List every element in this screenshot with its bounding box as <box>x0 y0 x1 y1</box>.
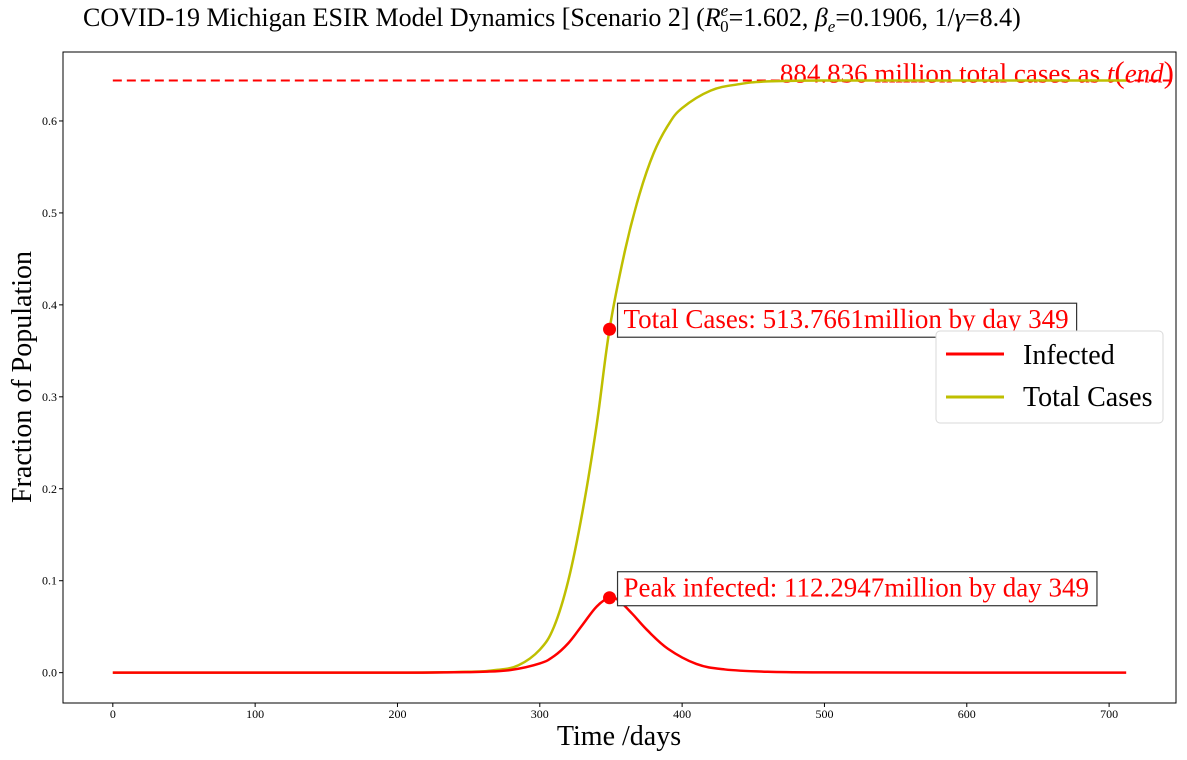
peak-infected-annotation-box <box>616 571 1098 607</box>
x-tick-label: 600 <box>958 707 976 721</box>
chart-title: COVID-19 Michigan ESIR Model Dynamics [S… <box>83 1 1021 36</box>
x-tick-label: 500 <box>815 707 833 721</box>
x-tick-label: 300 <box>531 707 549 721</box>
y-tick-label: 0.3 <box>42 390 57 404</box>
chart-title-main: COVID-19 Michigan ESIR Model Dynamics [S… <box>83 3 690 32</box>
legend-infected-label: Infected <box>1023 340 1115 371</box>
legend: Infected Total Cases <box>935 330 1164 424</box>
reference-line-label: 884.836 million total cases as t(end) <box>780 55 1174 90</box>
x-axis-ticks: 0 100 200 300 400 500 600 700 <box>110 703 1118 721</box>
legend-total-cases-label: Total Cases <box>1023 382 1152 413</box>
x-tick-label: 100 <box>246 707 264 721</box>
x-axis-label: Time /days <box>557 721 681 752</box>
y-tick-label: 0.4 <box>42 298 57 312</box>
y-tick-label: 0.1 <box>42 574 57 588</box>
x-tick-label: 400 <box>673 707 691 721</box>
plot-frame <box>62 51 1177 704</box>
y-tick-label: 0.0 <box>42 666 57 680</box>
peak-infected-annotation: Peak infected: 112.2947million by day 34… <box>624 573 1089 603</box>
y-tick-label: 0.2 <box>42 482 57 496</box>
y-tick-label: 0.5 <box>42 206 57 220</box>
y-tick-label: 0.6 <box>42 114 57 128</box>
x-tick-label: 0 <box>110 707 116 721</box>
total-cases-annotation: Total Cases: 513.7661million by day 349 <box>624 304 1069 334</box>
series-line-infected <box>112 595 1127 674</box>
x-tick-label: 200 <box>388 707 406 721</box>
peak-infected-marker <box>603 591 617 605</box>
y-axis-label: Fraction of Population <box>7 251 38 503</box>
annotations-layer: Total Cases: 513.7661million by day 349 … <box>603 302 1098 607</box>
x-tick-label: 700 <box>1100 707 1118 721</box>
total-cases-marker <box>603 322 617 336</box>
y-axis-ticks: 0.0 0.1 0.2 0.3 0.4 0.5 0.6 <box>42 114 63 680</box>
